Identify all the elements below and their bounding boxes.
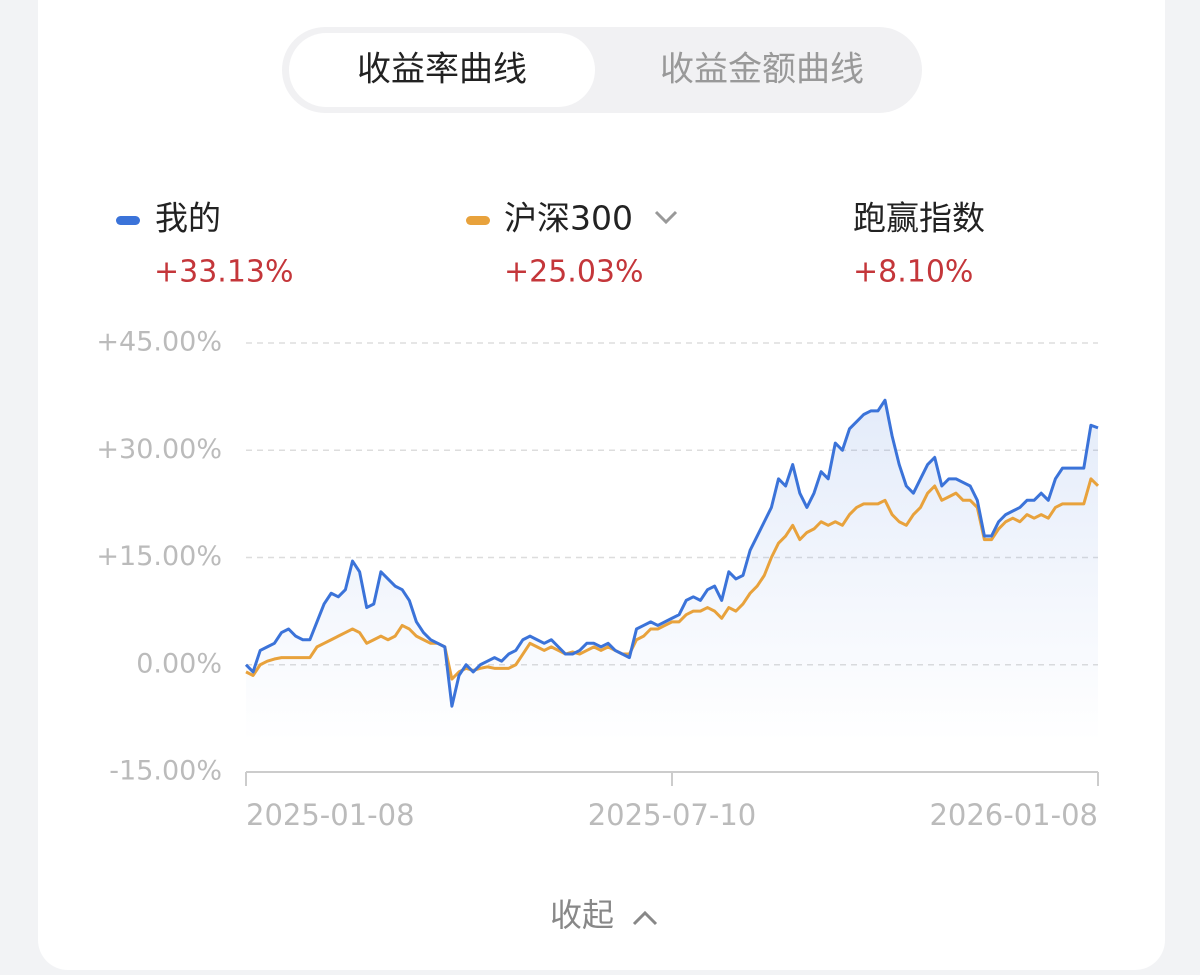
legend-value: +25.03% — [504, 255, 644, 290]
y-tick-label: 0.00% — [136, 648, 222, 679]
y-tick-label: +45.00% — [96, 327, 222, 358]
series-line — [244, 398, 1099, 708]
legend-label: 我的 — [155, 199, 221, 238]
tab[interactable]: 收益率曲线 — [357, 50, 527, 90]
collapse-button[interactable]: 收起 — [550, 896, 614, 934]
y-tick-label: +30.00% — [96, 434, 222, 465]
tab-active-bg — [289, 33, 595, 107]
plot: -15.00% 0.00% +15.00% +30.00% +45.00% 2025-01… — [96, 327, 1100, 832]
legend-value: +33.13% — [154, 255, 294, 290]
collapse-icon[interactable] — [632, 910, 658, 926]
excess-value: +8.10% — [853, 255, 973, 290]
excess-label: 跑赢指数 — [853, 199, 985, 238]
area — [246, 400, 1098, 742]
y-tick-label: -15.00% — [109, 756, 222, 787]
series-line — [245, 477, 1100, 681]
legend-swatch — [466, 216, 490, 225]
x-tick-label: 2026-01-08 — [929, 798, 1098, 832]
tab[interactable]: 收益金额曲线 — [660, 50, 864, 90]
legend-swatch — [116, 216, 140, 225]
legend-label[interactable]: 沪深300 — [504, 199, 633, 238]
dropdown-icon[interactable] — [654, 210, 678, 225]
y-tick-label: +15.00% — [96, 541, 222, 572]
x-tick-label: 2025-01-08 — [246, 798, 415, 832]
x-tick-label: 2025-07-10 — [588, 798, 757, 832]
